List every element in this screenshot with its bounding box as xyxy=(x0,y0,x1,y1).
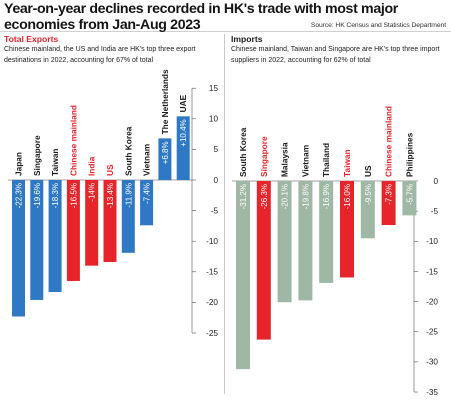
imports-bar xyxy=(402,181,417,216)
exports-value-label: -7.4% xyxy=(143,183,152,204)
exports-category-label: The Netherlands xyxy=(160,69,170,134)
exports-bar xyxy=(121,180,135,253)
exports-ytick-label: -10 xyxy=(206,237,218,246)
imports-value-label: -19.8% xyxy=(301,184,310,209)
exports-value-label: -11.9% xyxy=(124,183,133,208)
exports-ytick-label: -20 xyxy=(206,298,218,307)
imports-category-label: Thailand xyxy=(321,143,331,177)
exports-category-label: Singapore xyxy=(32,135,42,176)
page-title: Year-on-year declines recorded in HK's t… xyxy=(4,1,398,33)
imports-value-label: -7.3% xyxy=(385,184,394,205)
exports-bar xyxy=(140,180,154,226)
imports-bar xyxy=(319,181,334,283)
exports-category-label: India xyxy=(87,156,97,176)
imports-bar xyxy=(298,181,313,301)
exports-value-label: -18.3% xyxy=(51,183,60,208)
exports-value-label: -16.5% xyxy=(69,183,78,208)
exports-category-label: Japan xyxy=(14,152,24,176)
exports-bar xyxy=(66,180,80,281)
imports-value-label: -16.9% xyxy=(322,184,331,209)
exports-bar xyxy=(85,180,99,266)
imports-ytick-label: -20 xyxy=(426,297,438,306)
imports-category-label: Malaysia xyxy=(280,142,290,177)
exports-value-label: +10.4% xyxy=(179,119,188,146)
imports-panel-subtitle: Chinese mainland, Taiwan and Singapore a… xyxy=(231,46,440,64)
imports-value-label: -5.7% xyxy=(405,184,414,205)
exports-bar xyxy=(103,180,117,263)
header-divider xyxy=(0,31,451,32)
imports-bar xyxy=(236,181,250,370)
imports-bar xyxy=(256,181,271,340)
imports-value-label: -9.5% xyxy=(364,184,373,205)
exports-ytick-label: 0 xyxy=(213,176,218,185)
exports-panel-title: Total Exports xyxy=(4,34,59,44)
exports-ytick-label: -15 xyxy=(206,268,218,277)
imports-panel-title: Imports xyxy=(231,34,263,44)
exports-value-label: -19.6% xyxy=(33,183,42,208)
imports-category-label: Vietnam xyxy=(300,145,310,177)
imports-ytick-label: -10 xyxy=(426,237,438,246)
imports-ytick-label: 0 xyxy=(433,177,438,186)
exports-ytick-label: -25 xyxy=(206,329,218,338)
imports-ytick-label: -25 xyxy=(426,328,438,337)
exports-ytick-label: 10 xyxy=(209,115,219,124)
exports-category-label: US xyxy=(105,164,115,176)
imports-value-label: -20.1% xyxy=(281,184,290,209)
imports-bar xyxy=(277,181,292,303)
exports-bar xyxy=(30,180,44,300)
exports-category-label: Vietnam xyxy=(142,144,152,176)
panel-divider xyxy=(224,34,225,394)
exports-bar xyxy=(176,116,190,180)
imports-value-label: -31.2% xyxy=(239,184,248,209)
exports-ytick-label: 5 xyxy=(213,145,218,154)
exports-bar xyxy=(48,180,62,292)
imports-value-label: -26.3% xyxy=(260,184,269,209)
imports-bar xyxy=(360,181,375,239)
imports-bar xyxy=(381,181,396,226)
imports-ytick-label: -15 xyxy=(426,267,438,276)
imports-value-label: -16.0% xyxy=(343,184,352,209)
imports-category-label: Singapore xyxy=(259,136,269,177)
exports-bar xyxy=(158,138,172,180)
imports-bar xyxy=(340,181,354,278)
imports-category-label: South Korea xyxy=(238,127,248,177)
exports-panel-subtitle: Chinese mainland, the US and India are H… xyxy=(4,46,196,64)
exports-category-label: South Korea xyxy=(123,126,133,176)
imports-category-label: Taiwan xyxy=(342,149,352,177)
imports-ytick-label: -5 xyxy=(431,207,439,216)
exports-value-label: -22.3% xyxy=(15,183,24,208)
source-note: Source: HK Census and Statistics Departm… xyxy=(310,22,446,29)
exports-category-label: UAE xyxy=(178,94,188,112)
exports-value-label: -14% xyxy=(88,183,97,202)
imports-category-label: Philippines xyxy=(404,132,414,177)
exports-ytick-label: 15 xyxy=(209,84,219,93)
exports-category-label: Taiwan xyxy=(50,148,60,176)
exports-ytick-label: -5 xyxy=(211,206,219,215)
imports-category-label: Chinese mainland xyxy=(384,106,394,177)
exports-bar xyxy=(12,180,25,317)
exports-value-label: -13.4% xyxy=(106,183,115,208)
imports-ytick-label: -30 xyxy=(426,358,438,367)
imports-category-label: US xyxy=(363,165,373,177)
exports-category-label: Chinese mainland xyxy=(68,105,78,176)
exports-value-label: +6.8% xyxy=(161,141,170,164)
imports-ytick-label: -35 xyxy=(426,388,438,397)
